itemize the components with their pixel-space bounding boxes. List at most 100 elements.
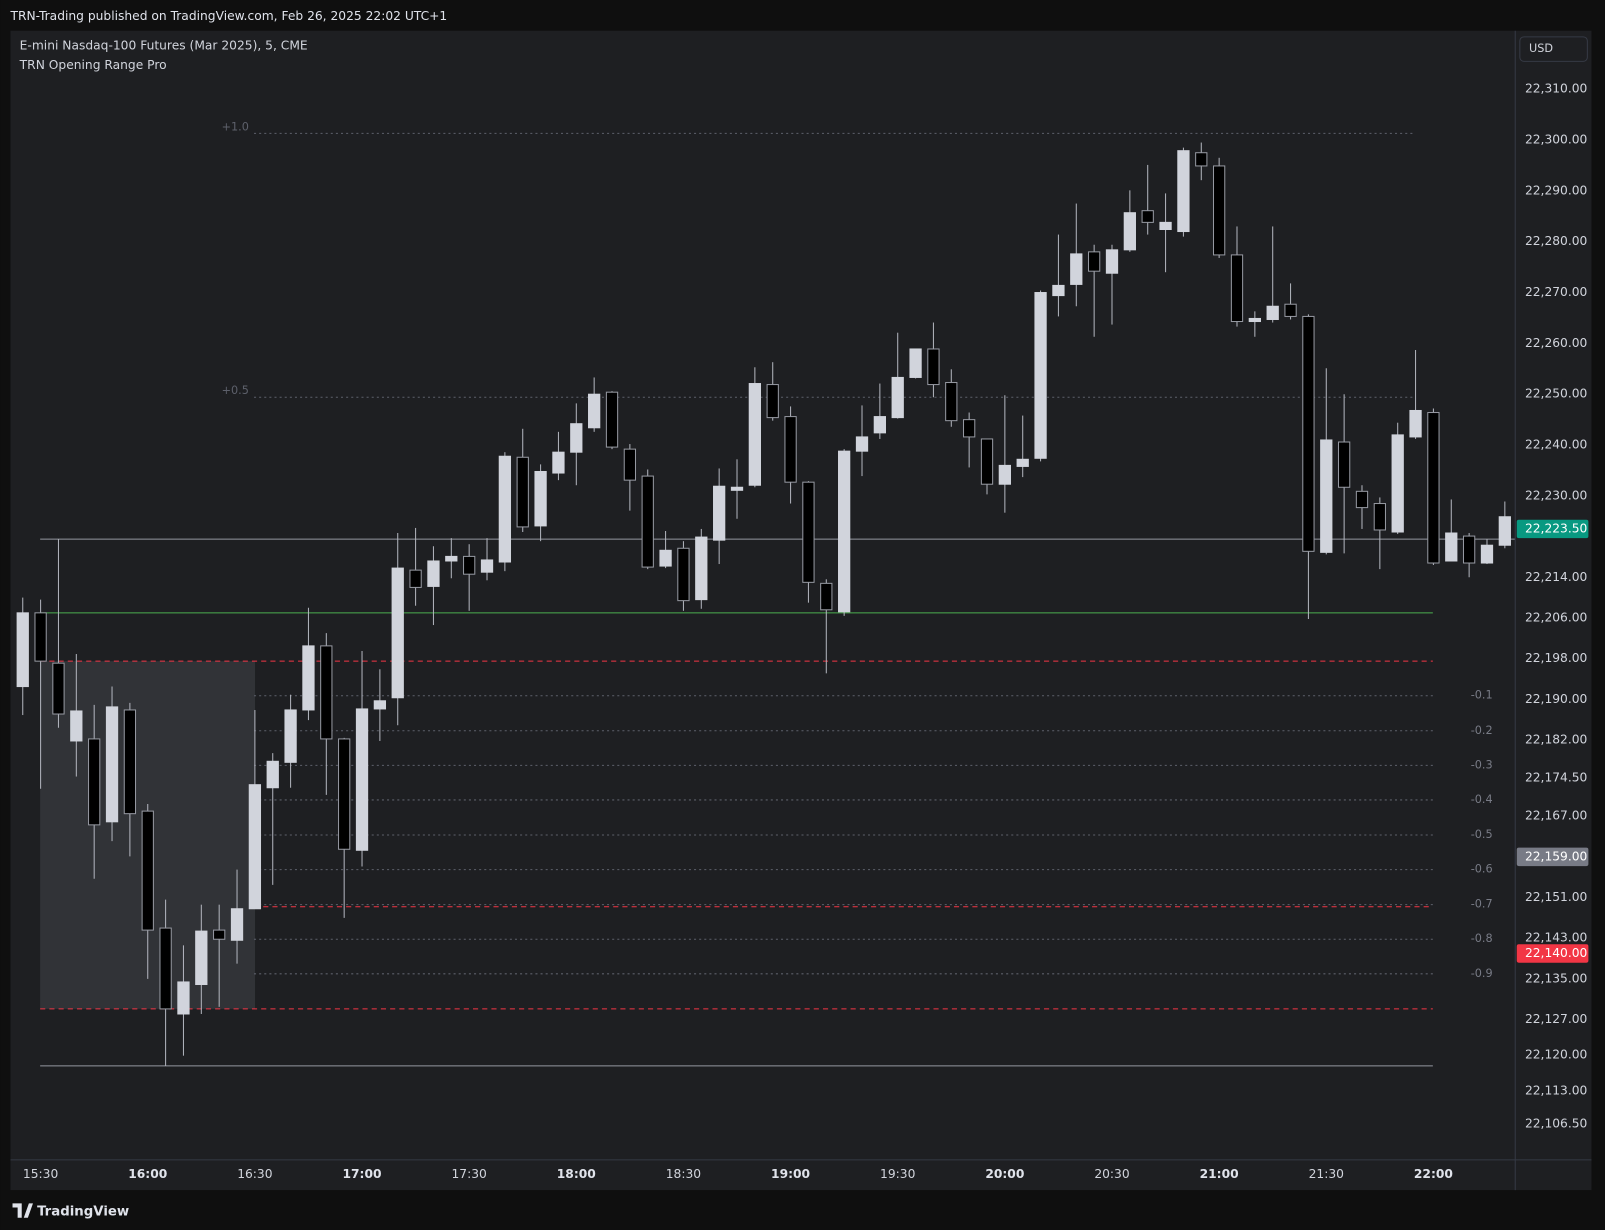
candle-body (570, 423, 583, 453)
candle-body (1373, 503, 1386, 531)
candle-body (338, 738, 351, 850)
y-tick-label: 22,290.00 (1525, 183, 1587, 197)
candle-body (1320, 439, 1333, 553)
candle-body (16, 612, 29, 688)
candle-body (1230, 254, 1244, 323)
candle-body (70, 710, 83, 742)
candle-body (248, 784, 262, 910)
y-tick-label: 22,127.00 (1525, 1012, 1587, 1026)
y-tick-label: 22,206.00 (1525, 610, 1587, 624)
level-label: -0.6 (1471, 863, 1493, 876)
candle-body (230, 908, 244, 941)
y-tick-label: 22,120.00 (1525, 1048, 1587, 1062)
candle-body (1087, 251, 1101, 272)
x-tick-label: 17:00 (342, 1167, 381, 1181)
candle-body (159, 927, 172, 1010)
candle-body (284, 709, 297, 763)
price-marker (1516, 519, 1589, 539)
y-tick-label: 22,198.00 (1525, 651, 1587, 665)
candle-body (748, 383, 762, 486)
candle-body (659, 549, 672, 567)
candle-body (784, 416, 797, 483)
candle-body (713, 485, 726, 541)
candle-body (1159, 221, 1172, 231)
y-tick-label: 22,151.00 (1525, 890, 1587, 904)
y-tick-label: 22,300.00 (1525, 133, 1587, 147)
candle-body (1427, 412, 1440, 564)
y-tick-label: 22,250.00 (1525, 387, 1587, 401)
candle-body (105, 706, 119, 823)
candle-body (141, 810, 154, 931)
candle-body (1105, 249, 1119, 274)
candle-body (177, 981, 190, 1015)
candle-body (1355, 490, 1369, 509)
candle-body (1141, 210, 1154, 223)
candle-body (1016, 458, 1029, 467)
x-tick-label: 20:00 (985, 1167, 1024, 1181)
candle-body (766, 384, 779, 419)
y-tick-label: 22,113.00 (1525, 1083, 1587, 1097)
candle-body (1284, 303, 1297, 317)
plot-area (10, 30, 1592, 1191)
x-tick-label: 19:00 (771, 1167, 810, 1181)
y-tick-label: 22,310.00 (1525, 82, 1587, 96)
level-label: -0.7 (1471, 898, 1493, 911)
candle-body (1302, 315, 1315, 552)
candle-body (605, 391, 619, 448)
candle-body (320, 645, 333, 740)
y-tick-label: 22,190.00 (1525, 692, 1587, 706)
candle-body (1248, 317, 1261, 323)
candle-body (1391, 434, 1404, 533)
candle-body (480, 559, 494, 573)
candle-body (838, 450, 851, 613)
y-tick-label: 22,230.00 (1525, 488, 1587, 502)
x-tick-label: 18:30 (666, 1167, 701, 1181)
axes: 15:30 16:00 16:30 17:00 17:30 18:00 18:30 19:00… (23, 82, 1589, 1181)
y-tick-label: 22,240.00 (1525, 438, 1587, 452)
x-tick-label: 16:30 (237, 1167, 272, 1181)
candle-body (1052, 284, 1065, 297)
candle-body (34, 612, 47, 662)
x-tick-label: 21:00 (1200, 1167, 1239, 1181)
candle-body (195, 930, 208, 986)
y-tick-label: 22,143.00 (1525, 931, 1587, 945)
y-tick-label: 22,106.50 (1525, 1116, 1587, 1130)
candle-body (980, 438, 994, 485)
candle-body (855, 436, 869, 452)
candle-body (891, 376, 904, 419)
candle-body (909, 348, 922, 378)
candle-body (516, 456, 529, 528)
level-label: -0.9 (1471, 967, 1493, 980)
candle-body (1480, 544, 1494, 564)
candle-body (588, 393, 601, 429)
candle-body (820, 582, 833, 611)
candle-body (730, 486, 744, 491)
x-tick-label: 16:00 (128, 1167, 167, 1181)
publisher: TRN-Trading published on TradingView.com… (9, 9, 447, 23)
candle-body (1195, 152, 1208, 167)
y-tick-label: 22,214.00 (1525, 570, 1587, 584)
currency: USD (1529, 42, 1553, 55)
x-tick-label: 18:00 (557, 1167, 596, 1181)
level-label: -0.4 (1471, 793, 1493, 806)
candle-body (1445, 532, 1458, 562)
candle-body (534, 470, 547, 527)
x-tick-label: 15:30 (23, 1167, 58, 1181)
candle-body (445, 555, 458, 562)
price-marker-label: 22,140.00 (1525, 946, 1587, 960)
candle-body (1266, 305, 1279, 320)
candle-body (302, 645, 315, 711)
y-tick-label: 22,260.00 (1525, 336, 1587, 350)
candle-body (409, 569, 422, 588)
candle-body (927, 348, 940, 386)
candle-body (998, 464, 1011, 485)
y-tick-label: 22,280.00 (1525, 234, 1587, 248)
price-marker (1516, 847, 1589, 867)
price-marker-label: 22,223.50 (1525, 521, 1587, 535)
level-label: -0.8 (1471, 932, 1493, 945)
candle-body (1498, 516, 1511, 546)
x-tick-label: 19:30 (880, 1167, 915, 1181)
price-marker (1516, 944, 1589, 963)
level-label: -0.2 (1471, 724, 1493, 737)
